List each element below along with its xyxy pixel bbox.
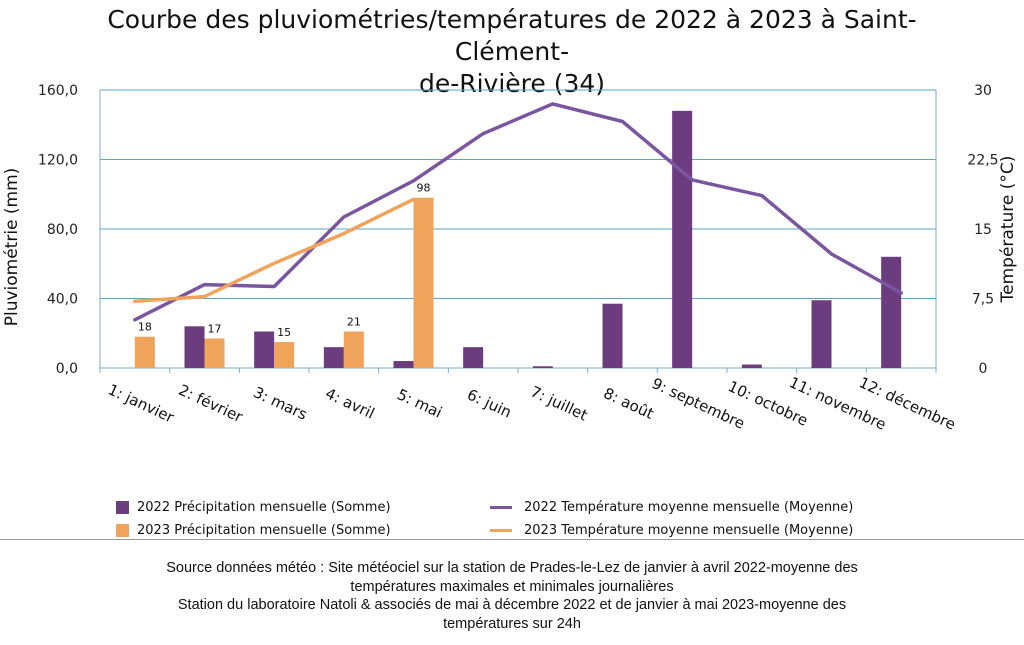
legend-label-2022-precip: 2022 Précipitation mensuelle (Somme) — [137, 500, 391, 515]
legend-label-2023-temp: 2023 Température moyenne mensuelle (Moye… — [524, 523, 854, 538]
bar-s0-6 — [532, 366, 553, 368]
chart-title-line-1: Courbe des pluviométries/températures de… — [107, 5, 917, 66]
bar-s0-10 — [811, 300, 832, 368]
bar-s1-2 — [274, 341, 295, 368]
legend-item-2022-precip: 2022 Précipitation mensuelle (Somme) — [116, 500, 391, 515]
data-label-s1-1: 17 — [208, 322, 222, 335]
y-axis-title: Pluviométrie (mm) — [2, 168, 22, 327]
bar-s1-1 — [204, 338, 225, 368]
x-tick-label-1: 2: février — [176, 381, 246, 427]
line-series-0 — [133, 102, 903, 322]
y-tick-label-3: 120,0 — [38, 153, 78, 169]
data-label-s1-3: 21 — [347, 316, 361, 329]
legend-item-2022-temp: 2022 Température moyenne mensuelle (Moye… — [490, 500, 853, 515]
source-line-4: températures sur 24h — [443, 615, 581, 632]
y2-tick-label-2: 15 — [974, 222, 992, 238]
bar-s0-8 — [672, 110, 693, 368]
source-line-1: Source données météo : Site météociel su… — [166, 560, 858, 576]
bar-s1-0 — [134, 336, 155, 368]
y-tick-label-4: 160,0 — [38, 83, 78, 99]
chart-plot: 0,0 40,0 80,0 120,0 160,0 0 7,5 15 22,5 30 Pluviom… — [2, 83, 1018, 434]
bar-s0-7 — [602, 303, 623, 368]
y2-tick-label-3: 22,5 — [967, 153, 998, 169]
y-tick-label-0: 0,0 — [56, 361, 78, 377]
legend-swatch-2022-temp — [490, 506, 512, 509]
legend-label-2023-precip: 2023 Précipitation mensuelle (Somme) — [137, 523, 391, 538]
chart-title-line-2: de-Rivière (34) — [418, 69, 606, 98]
bar-s1-3 — [343, 331, 364, 368]
bar-s0-4 — [393, 361, 414, 368]
bar-s0-2 — [254, 331, 275, 368]
y-tick-label-1: 40,0 — [47, 292, 78, 308]
data-label-s1-4: 98 — [417, 182, 431, 195]
legend-swatch-2023-temp — [490, 529, 512, 532]
legend-item-2023-precip: 2023 Précipitation mensuelle (Somme) — [116, 523, 391, 538]
bar-s1-4 — [413, 197, 434, 368]
data-label-s1-0: 18 — [138, 321, 152, 334]
y2-axis-title: Température (°C) — [998, 156, 1018, 304]
x-tick-label-6: 7: juillet — [528, 382, 591, 424]
bar-s0-1 — [184, 326, 205, 368]
legend-item-2023-temp: 2023 Température moyenne mensuelle (Moye… — [490, 523, 853, 538]
y2-tick-label-4: 30 — [974, 83, 992, 99]
chart-title: Courbe des pluviométries/températures de… — [60, 4, 964, 100]
chart-frame — [0, 539, 1024, 540]
line-series-1 — [133, 197, 416, 304]
y2-tick-label-0: 0 — [979, 361, 988, 377]
legend-label-2022-temp: 2022 Température moyenne mensuelle (Moye… — [524, 500, 854, 515]
x-tick-label-2: 3: mars — [251, 383, 311, 424]
bar-s0-11 — [881, 256, 902, 368]
data-label-s1-2: 15 — [277, 326, 291, 339]
source-line-2: températures maximales et minimales jour… — [350, 578, 674, 595]
x-tick-label-0: 1: janvier — [105, 380, 177, 427]
source-line-3: Station du laboratoire Natoli & associés… — [177, 597, 847, 613]
legend-swatch-2023-precip — [116, 524, 129, 537]
x-tick-label-5: 6: juin — [464, 385, 514, 421]
bar-s0-3 — [323, 347, 344, 368]
x-tick-label-3: 4: avril — [323, 384, 378, 422]
y-tick-label-2: 80,0 — [47, 222, 78, 238]
bar-s0-5 — [463, 347, 484, 368]
x-tick-label-4: 5: mai — [394, 385, 445, 421]
bar-s0-9 — [741, 364, 762, 368]
y2-tick-label-1: 7,5 — [972, 292, 994, 308]
legend-swatch-2022-precip — [116, 501, 129, 514]
source-note: Source données météo : Site météociel su… — [120, 559, 904, 633]
